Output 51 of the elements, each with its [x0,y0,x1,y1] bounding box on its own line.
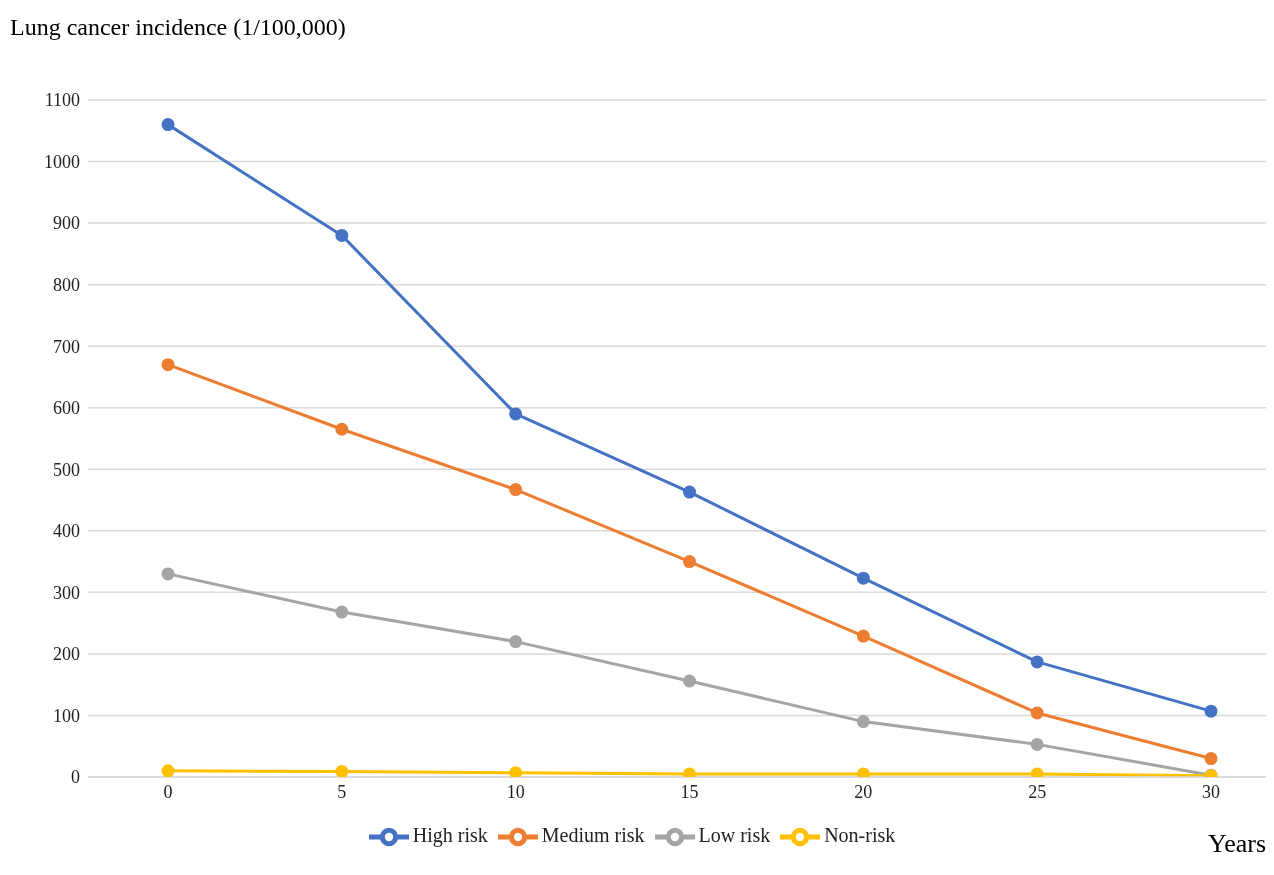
point [683,674,696,688]
y-tick-label: 600 [53,398,80,419]
y-tick-label: 0 [71,767,80,788]
x-tick-label: 5 [337,781,347,802]
y-tick-label: 500 [53,459,80,480]
point [1204,704,1218,718]
y-tick-label: 300 [53,582,80,603]
point [161,567,175,581]
point [1030,767,1044,777]
point [1030,706,1044,720]
point [856,571,870,585]
y-tick-label: 100 [53,705,80,726]
legend-label: High risk [412,823,488,846]
y-tick-label: 1100 [44,90,80,111]
y-tick-label: 400 [53,521,80,542]
x-tick-label: 20 [854,781,873,802]
x-tick-label: 25 [1028,781,1047,802]
point [161,358,175,372]
point [509,407,523,421]
point [161,764,175,777]
legend-label: Non-risk [824,823,896,846]
y-tick-label: 700 [53,336,80,357]
point [683,485,696,499]
point [509,635,523,649]
point [1204,752,1218,766]
point [856,767,870,777]
legend-label: Low risk [698,823,771,846]
x-tick-label: 0 [163,781,173,802]
point [335,764,349,777]
y-tick-label: 900 [53,213,80,234]
y-tick-label: 200 [53,644,80,665]
point [161,118,175,132]
legend-label: Medium risk [541,823,645,846]
x-tick-label: 30 [1202,781,1220,802]
point [335,605,349,619]
point [509,483,523,497]
point [856,715,870,729]
x-axis-title: Years [1207,829,1266,859]
point [856,629,870,643]
y-tick-label: 800 [53,275,80,296]
x-tick-label: 10 [506,781,525,802]
point [335,422,349,436]
y-tick-label: 1000 [44,151,80,172]
point [335,228,349,242]
point [1030,737,1044,751]
point [683,555,696,569]
point [1030,655,1044,669]
point [509,766,523,777]
y-axis-title: Lung cancer incidence (1/100,000) [10,14,346,41]
point [683,767,696,777]
x-tick-label: 15 [680,781,699,802]
